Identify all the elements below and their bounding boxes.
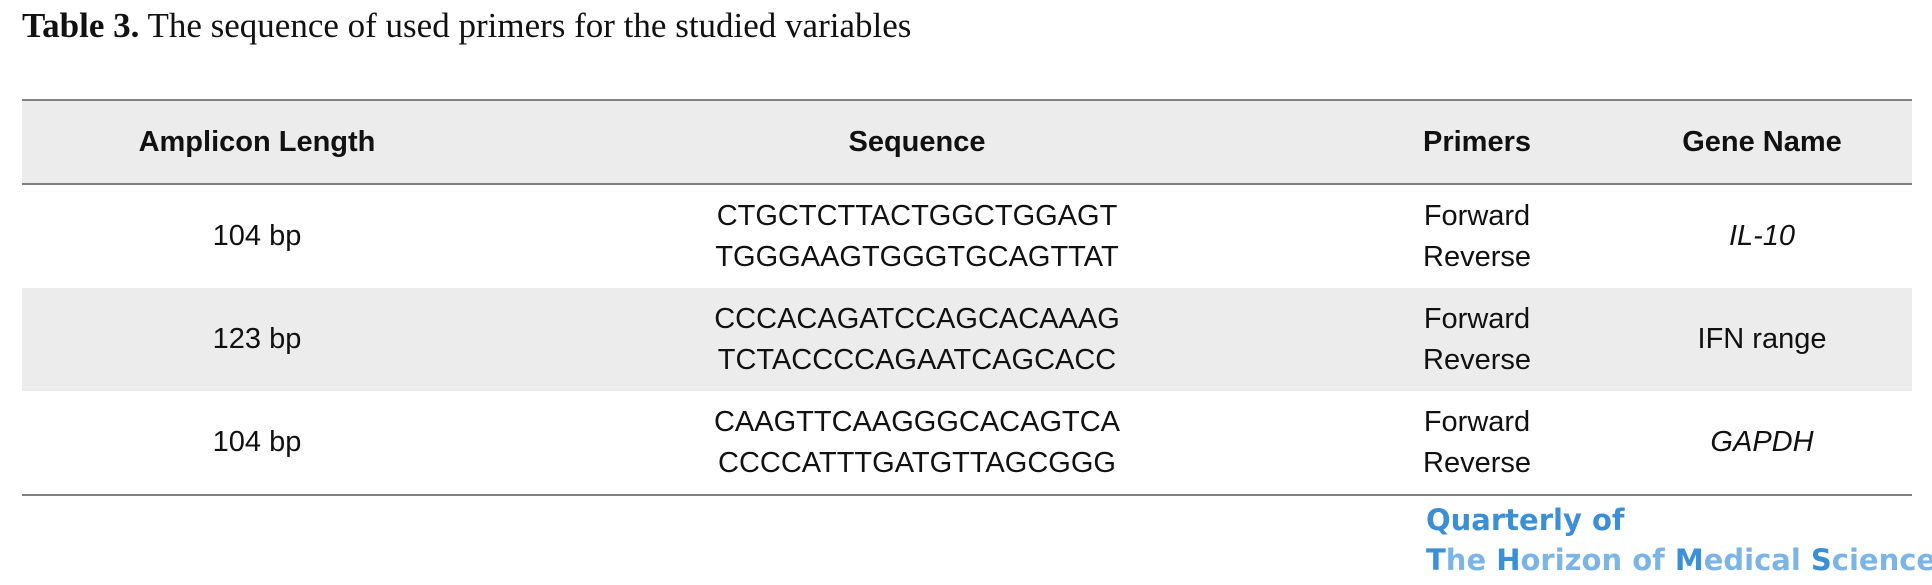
journal-logo-initial: H	[1496, 543, 1521, 577]
amplicon-length-cell: 104 bp	[212, 426, 302, 458]
journal-logo: Quarterly of The Horizon of Medical Scie…	[1426, 500, 1932, 580]
gene-name-cell: IFN range	[1697, 323, 1827, 355]
journal-logo-text: ciences	[1831, 543, 1932, 577]
journal-logo-initial: T	[1426, 543, 1446, 577]
table-row: 104 bp CTGCTCTTACTGGCTGGAGT TGGGAAGTGGGT…	[22, 185, 1912, 288]
sequence-cell: CCCACAGATCCAGCACAAAG TCTACCCCAGAATCAGCAC…	[492, 299, 1342, 381]
journal-logo-initial: S	[1810, 543, 1832, 577]
table-row: 123 bp CCCACAGATCCAGCACAAAG TCTACCCCAGAA…	[22, 288, 1912, 391]
header-gene-name: Gene Name	[1682, 125, 1842, 158]
sequence-cell: CTGCTCTTACTGGCTGGAGT TGGGAAGTGGGTGCAGTTA…	[492, 196, 1342, 278]
journal-logo-line1: Quarterly of	[1426, 503, 1625, 537]
sequence-reverse: TGGGAAGTGGGTGCAGTTAT	[715, 240, 1119, 273]
sequence-forward: CAAGTTCAAGGGCACAGTCA	[713, 405, 1121, 438]
primer-forward-label: Forward	[1423, 302, 1531, 335]
primers-cell: Forward Reverse	[1342, 402, 1612, 484]
header-amplicon-length: Amplicon Length	[138, 125, 376, 158]
journal-logo-initial: M	[1674, 543, 1704, 577]
sequence-reverse: CCCCATTTGATGTTAGCGGG	[718, 446, 1116, 479]
amplicon-length-cell: 123 bp	[212, 323, 302, 355]
gene-name-cell: GAPDH	[1710, 426, 1814, 458]
primers-cell: Forward Reverse	[1342, 299, 1612, 381]
primer-table: Amplicon Length Sequence Primers Gene Na…	[22, 99, 1912, 496]
primer-forward-label: Forward	[1423, 405, 1531, 438]
sequence-cell: CAAGTTCAAGGGCACAGTCA CCCCATTTGATGTTAGCGG…	[492, 402, 1342, 484]
primer-reverse-label: Reverse	[1423, 343, 1531, 376]
table-caption: Table 3. The sequence of used primers fo…	[22, 6, 911, 46]
primer-reverse-label: Reverse	[1423, 446, 1531, 479]
table-header-row: Amplicon Length Sequence Primers Gene Na…	[22, 101, 1912, 185]
primer-forward-label: Forward	[1423, 199, 1531, 232]
table-row: 104 bp CAAGTTCAAGGGCACAGTCA CCCCATTTGATG…	[22, 391, 1912, 494]
primer-reverse-label: Reverse	[1423, 240, 1531, 273]
table-caption-text: The sequence of used primers for the stu…	[139, 6, 912, 45]
journal-logo-text: edical	[1703, 543, 1811, 577]
sequence-forward: CTGCTCTTACTGGCTGGAGT	[716, 199, 1118, 232]
header-sequence: Sequence	[848, 125, 986, 158]
primers-cell: Forward Reverse	[1342, 196, 1612, 278]
gene-name-cell: IL-10	[1728, 220, 1796, 252]
journal-logo-line2: The Horizon of Medical Sciences	[1426, 540, 1932, 580]
sequence-reverse: TCTACCCCAGAATCAGCACC	[717, 343, 1117, 376]
journal-logo-text: orizon of	[1520, 543, 1675, 577]
journal-logo-text: he	[1445, 543, 1497, 577]
sequence-forward: CCCACAGATCCAGCACAAAG	[714, 302, 1120, 335]
header-primers: Primers	[1422, 125, 1531, 158]
table-caption-label: Table 3.	[22, 6, 140, 45]
amplicon-length-cell: 104 bp	[212, 220, 302, 252]
